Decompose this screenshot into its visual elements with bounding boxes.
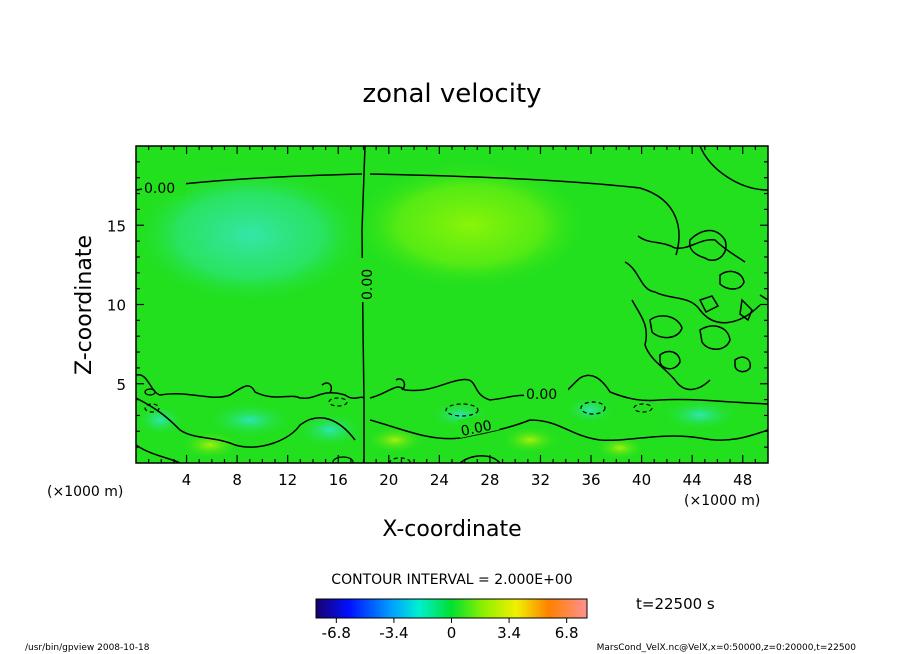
colorbar-tick-label: 6.8 bbox=[555, 624, 579, 642]
contour-interval-text: CONTOUR INTERVAL = 2.000E+00 bbox=[331, 572, 572, 588]
y-tick-label: 10 bbox=[107, 297, 126, 315]
x-tick-label: 44 bbox=[683, 471, 702, 489]
colorbar-ticks: -6.8 -3.4 0 3.4 6.8 bbox=[322, 618, 579, 642]
x-tick-label: 36 bbox=[581, 471, 600, 489]
y-axis-title: Z-coordinate bbox=[72, 235, 97, 375]
negative-region bbox=[136, 165, 370, 305]
time-label: t=22500 s bbox=[636, 595, 715, 613]
x-tick-label: 24 bbox=[430, 471, 449, 489]
x-tick-label: 4 bbox=[182, 471, 192, 489]
x-tick-label: 48 bbox=[733, 471, 752, 489]
y-tick-label: 15 bbox=[107, 217, 126, 235]
y-unit-label: (×1000 m) bbox=[47, 484, 123, 500]
contour-label: 0.00 bbox=[144, 181, 175, 197]
contour-label: 0.00 bbox=[360, 269, 376, 300]
x-tick-label: 40 bbox=[632, 471, 651, 489]
colorbar-tick-label: 0 bbox=[447, 624, 457, 642]
x-tick-label: 16 bbox=[329, 471, 348, 489]
chart-title: zonal velocity bbox=[362, 79, 541, 109]
colorbar-tick-label: -6.8 bbox=[322, 624, 351, 642]
footer-right: MarsCond_VelX.nc@VelX,x=0:50000,z=0:2000… bbox=[597, 643, 857, 653]
x-tick-label: 28 bbox=[480, 471, 499, 489]
contour-label-group: 0.00 0.00 0.00 0.00 bbox=[142, 178, 568, 440]
colorbar bbox=[315, 598, 588, 619]
footer-left: /usr/bin/gpview 2008-10-18 bbox=[25, 643, 150, 653]
contour-lines bbox=[136, 146, 768, 463]
positive-region bbox=[350, 160, 590, 290]
x-axis-title: X-coordinate bbox=[382, 517, 521, 542]
x-unit-label: (×1000 m) bbox=[684, 493, 760, 509]
heatmap-field bbox=[136, 146, 768, 463]
colorbar-tick-label: 3.4 bbox=[497, 624, 521, 642]
positive-contours bbox=[144, 388, 354, 463]
y-tick-label: 5 bbox=[116, 376, 126, 394]
contour-label: 0.00 bbox=[460, 418, 494, 440]
negative-contours bbox=[144, 397, 653, 463]
x-tick-label: 8 bbox=[232, 471, 242, 489]
x-tick-label: 20 bbox=[379, 471, 398, 489]
x-tick-label: 32 bbox=[531, 471, 550, 489]
x-tick-label: 12 bbox=[278, 471, 297, 489]
contour-label: 0.00 bbox=[526, 387, 557, 403]
colorbar-tick-label: -3.4 bbox=[379, 624, 408, 642]
